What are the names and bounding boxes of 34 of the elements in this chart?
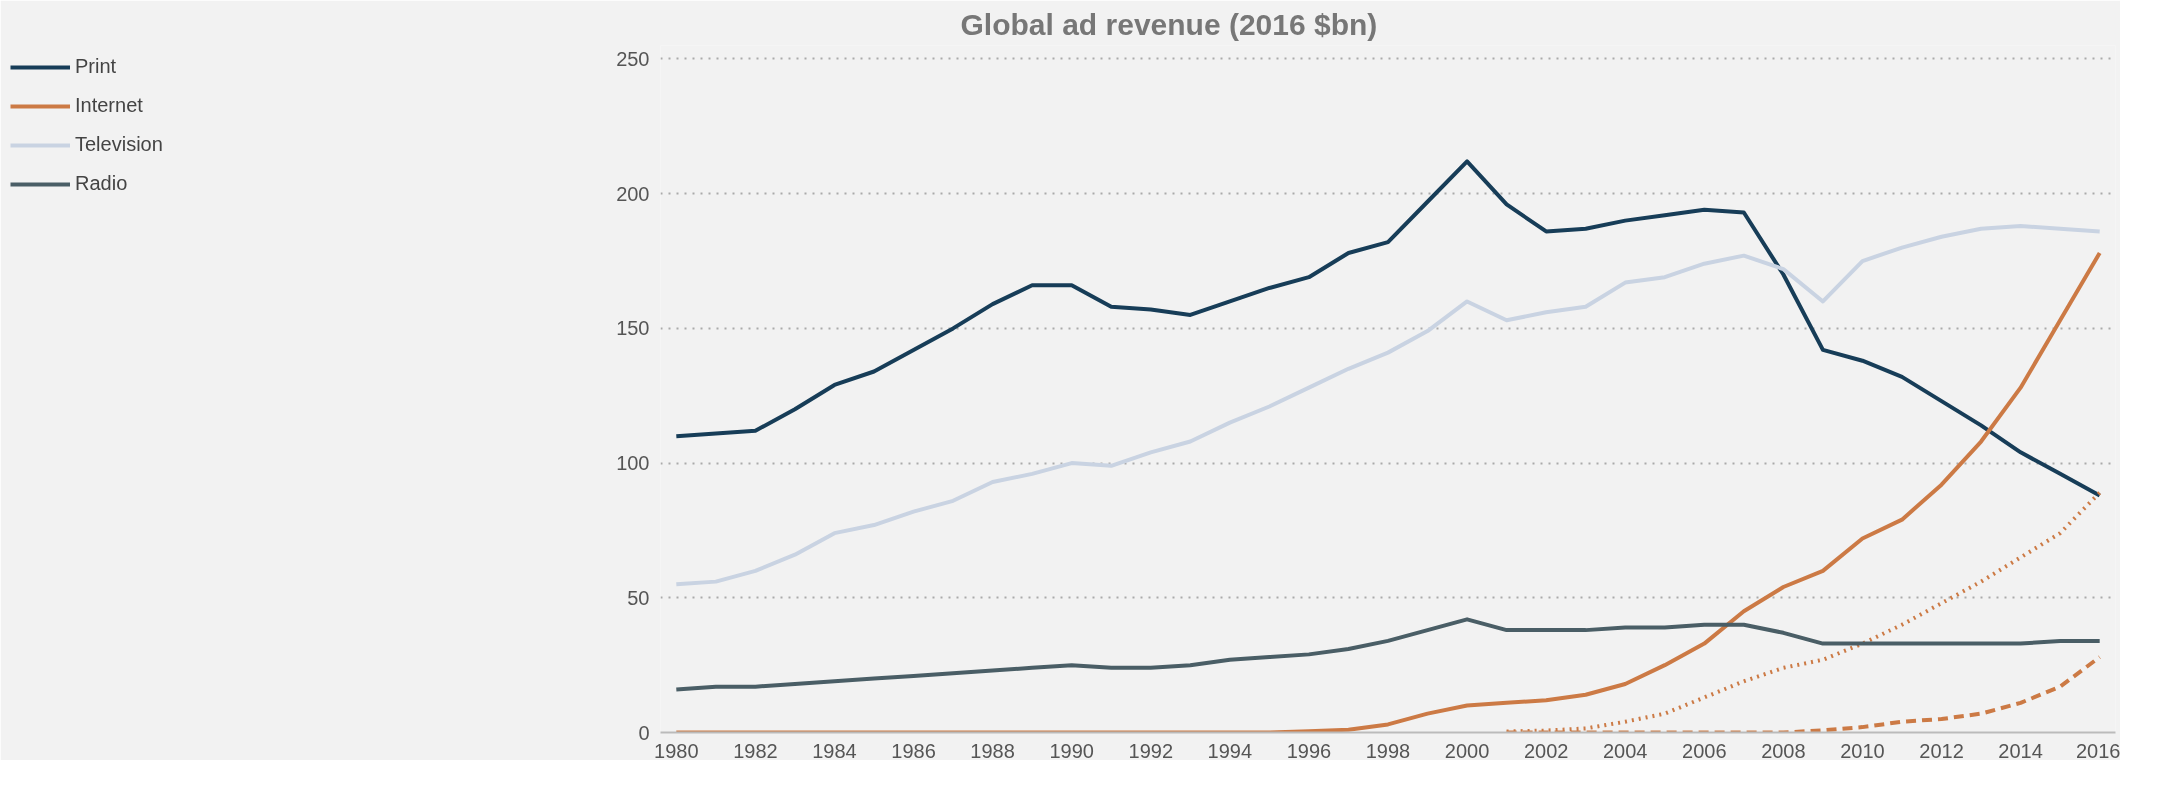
x-tick-label: 1998 <box>1365 739 1411 762</box>
x-tick-label: 1990 <box>1049 739 1094 762</box>
x-tick-label: 1980 <box>654 739 699 762</box>
y-tick-label: 250 <box>616 47 650 70</box>
x-tick-label: 1992 <box>1128 739 1174 762</box>
x-tick-label: 1986 <box>891 739 936 762</box>
legend-label: Print <box>75 55 117 78</box>
x-tick-label: 1982 <box>733 739 778 762</box>
x-tick-label: 1988 <box>970 739 1015 762</box>
y-tick-label: 50 <box>627 586 650 609</box>
x-tick-label: 1996 <box>1286 739 1332 762</box>
x-tick-label: 2012 <box>1919 739 1964 762</box>
y-tick-label: 100 <box>616 452 650 475</box>
x-tick-label: 2002 <box>1523 739 1569 762</box>
x-tick-label: 2004 <box>1602 739 1648 762</box>
y-tick-label: 150 <box>616 317 650 340</box>
y-tick-label: 0 <box>638 721 650 744</box>
line-series <box>674 617 2102 692</box>
x-tick-label: 2010 <box>1840 739 1885 762</box>
legend-label: Radio <box>75 172 128 195</box>
x-tick-label: 2000 <box>1444 739 1490 762</box>
legend-label: Internet <box>75 94 143 117</box>
x-tick-label: 1984 <box>812 739 857 762</box>
line-series <box>674 159 2102 498</box>
x-tick-label: 2006 <box>1682 739 1727 762</box>
y-tick-label: 200 <box>616 182 650 205</box>
x-tick-label: 2016 <box>2076 739 2121 762</box>
legend-label: Television <box>75 133 163 156</box>
x-tick-label: 2014 <box>1998 739 2043 762</box>
line-series <box>674 224 2102 587</box>
line-series <box>674 250 2102 733</box>
x-tick-label: 1994 <box>1207 739 1253 762</box>
x-tick-label: 2008 <box>1761 739 1806 762</box>
chart-title: Global ad revenue (2016 $bn) <box>960 7 1378 41</box>
